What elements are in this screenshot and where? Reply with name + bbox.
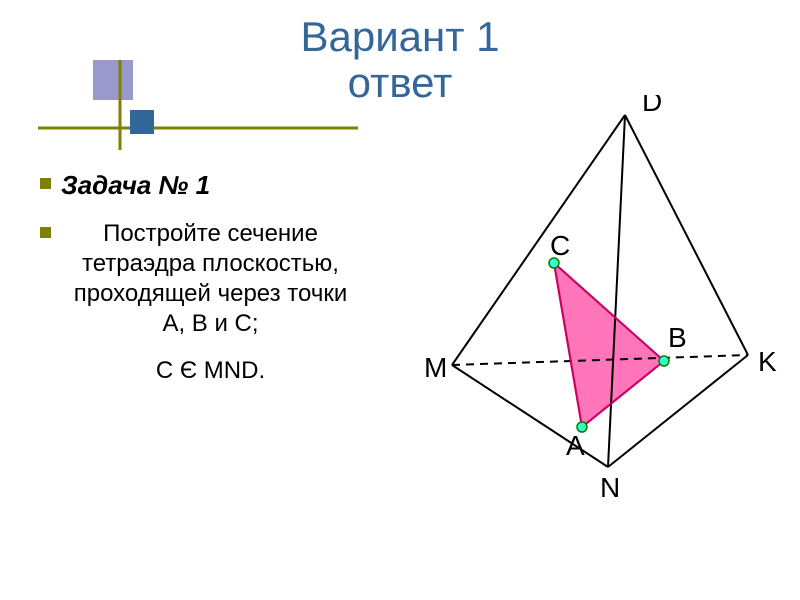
bullet-icon [40, 227, 51, 238]
task-heading: Задача № 1 [61, 170, 210, 201]
task-heading-row: Задача № 1 [40, 170, 360, 201]
tetrahedron-diagram: D M K N C B A [390, 95, 780, 515]
svg-text:A: A [566, 430, 585, 461]
task-body-row: Постройте сечение тетраэдра плоскостью, … [40, 219, 360, 339]
title-line-1: Вариант 1 [300, 13, 499, 60]
svg-text:K: K [758, 346, 777, 377]
svg-text:D: D [642, 95, 662, 117]
svg-text:B: B [668, 322, 687, 353]
task-body: Постройте сечение тетраэдра плоскостью, … [61, 219, 360, 339]
svg-text:M: M [424, 352, 447, 383]
task-text-block: Задача № 1 Постройте сечение тетраэдра п… [40, 170, 360, 385]
svg-text:C: C [550, 230, 570, 261]
decor-graphic [38, 60, 358, 150]
task-extra: С Є МND. [61, 357, 360, 385]
svg-text:N: N [600, 472, 620, 503]
bullet-icon [40, 178, 51, 189]
